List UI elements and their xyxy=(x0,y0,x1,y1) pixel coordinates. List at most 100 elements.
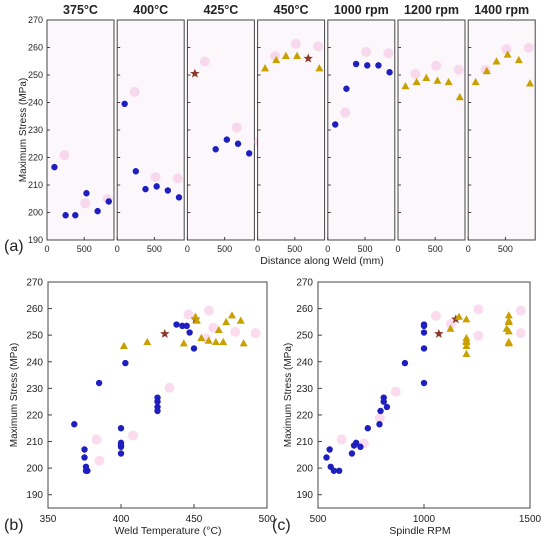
data-point-circle xyxy=(352,60,360,68)
y-tick-label: 230 xyxy=(26,384,43,395)
y-tick-label: 200 xyxy=(26,464,43,475)
data-point-triangle xyxy=(433,76,442,84)
x-tick-label: 0 xyxy=(395,244,400,254)
data-point-circle xyxy=(326,446,333,453)
subplot-frame xyxy=(257,19,326,241)
ghost-marker xyxy=(150,172,161,183)
data-point-circle xyxy=(175,194,183,201)
data-point-circle xyxy=(223,136,231,143)
data-point-circle xyxy=(153,183,160,190)
subplot-title: 450°C xyxy=(274,3,309,17)
data-point-circle xyxy=(377,407,384,415)
data-point-circle xyxy=(83,190,90,197)
ghost-marker xyxy=(473,330,484,341)
y-tick-label: 210 xyxy=(26,437,43,448)
data-point-triangle xyxy=(211,337,220,346)
x-tick-label: 0 xyxy=(255,244,260,254)
x-tick-label: 1500 xyxy=(519,514,542,525)
data-point-triangle xyxy=(504,317,513,326)
data-point-triangle xyxy=(143,337,152,346)
ghost-marker xyxy=(231,122,242,133)
data-point-triangle xyxy=(412,77,421,86)
ghost-marker xyxy=(183,309,194,320)
y-tick-label: 250 xyxy=(26,331,43,342)
data-point-circle xyxy=(323,454,330,461)
x-tick-label: 500 xyxy=(259,514,276,525)
ghost-marker xyxy=(431,60,442,71)
data-point-circle xyxy=(117,425,125,432)
data-point-triangle xyxy=(514,55,523,64)
subplot-frame xyxy=(467,19,536,241)
data-point-circle xyxy=(117,443,125,451)
ghost-marker xyxy=(91,434,102,445)
y-tick-label: 220 xyxy=(296,410,313,421)
y-tick-label: 200 xyxy=(296,464,313,475)
data-point-triangle xyxy=(222,317,231,326)
data-point-circle xyxy=(420,322,428,330)
y-tick-label: 260 xyxy=(28,43,43,53)
data-point-circle xyxy=(352,439,360,447)
subplot-2: 400°C 0 500 xyxy=(115,3,185,254)
data-point-triangle xyxy=(219,337,228,346)
x-tick-label: 0 xyxy=(115,244,120,254)
data-point-circle xyxy=(336,467,343,474)
y-tick-label: 240 xyxy=(26,357,43,368)
data-point-circle xyxy=(117,450,125,457)
data-point-triangle xyxy=(281,51,290,59)
y-tick-label: 250 xyxy=(296,331,313,342)
y-tick-label: 200 xyxy=(28,208,43,218)
data-point-circle xyxy=(154,398,161,405)
y-tick-label: 210 xyxy=(296,437,313,448)
ghost-marker xyxy=(203,305,214,316)
data-point-circle xyxy=(154,407,161,415)
data-point-circle xyxy=(376,421,383,428)
data-point-triangle xyxy=(446,324,455,332)
data-point-circle xyxy=(122,359,129,367)
data-point-circle xyxy=(420,379,428,387)
ghost-marker xyxy=(94,455,105,466)
subplot-title: 425°C xyxy=(203,3,238,17)
data-point-triangle xyxy=(119,341,128,350)
data-point-circle xyxy=(72,212,79,219)
subplot-frame xyxy=(116,19,185,241)
subplot-frame xyxy=(186,19,255,241)
y-tick-label: 270 xyxy=(28,15,43,25)
x-tick-label: 0 xyxy=(466,244,471,254)
data-point-circle xyxy=(380,398,387,405)
data-point-circle xyxy=(164,187,172,194)
ghost-marker xyxy=(164,382,175,393)
ghost-marker xyxy=(361,47,372,57)
y-tick-label: 230 xyxy=(28,125,43,135)
y-axis-label: Maximum Stress (MPa) xyxy=(9,343,20,447)
x-tick-label: 500 xyxy=(358,244,373,254)
subplot-5: 1000 rpm 0 500 xyxy=(325,3,396,254)
data-point-star xyxy=(160,328,170,338)
data-point-triangle xyxy=(504,311,513,319)
x-tick-label: 500 xyxy=(217,244,232,254)
subplot-frame xyxy=(46,19,115,241)
data-point-circle xyxy=(386,69,393,76)
data-point-triangle xyxy=(454,312,463,320)
x-tick-label: 500 xyxy=(428,244,443,254)
data-point-circle xyxy=(330,467,338,474)
ghost-marker xyxy=(523,42,534,53)
data-point-triangle xyxy=(192,316,201,324)
data-point-circle xyxy=(364,62,371,69)
ghost-marker xyxy=(473,304,484,315)
subplot-title: 1200 rpm xyxy=(404,3,459,17)
x-tick-label: 500 xyxy=(287,244,302,254)
data-point-circle xyxy=(121,100,128,108)
y-axis-label: Maximum Stress (MPa) xyxy=(18,78,29,182)
data-point-triangle xyxy=(504,339,513,347)
data-point-triangle xyxy=(214,325,223,334)
y-tick-label: 220 xyxy=(26,410,43,421)
data-point-circle xyxy=(51,163,58,171)
ghost-marker xyxy=(390,386,401,397)
x-axis-label: Spindle RPM xyxy=(389,525,450,537)
data-point-circle xyxy=(84,467,91,474)
data-point-star xyxy=(434,328,444,338)
data-point-triangle xyxy=(462,315,471,323)
ghost-marker xyxy=(250,328,261,339)
ghost-marker xyxy=(290,38,301,49)
